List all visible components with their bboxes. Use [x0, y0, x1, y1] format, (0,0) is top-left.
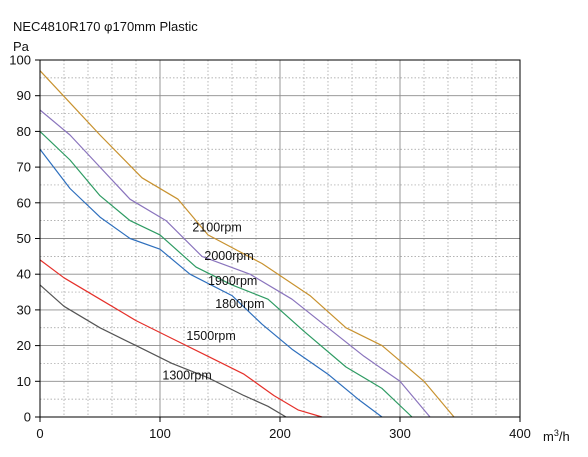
y-axis-label: Pa — [13, 39, 30, 54]
x-tick-label: 100 — [149, 426, 171, 441]
x-tick-label: 400 — [509, 426, 531, 441]
x-axis-label: m3/h — [543, 428, 570, 444]
grid — [39, 59, 521, 418]
y-tick-label: 70 — [17, 160, 31, 175]
series-label: 1900rpm — [208, 274, 257, 288]
series-layer — [39, 70, 455, 418]
y-tick-label: 90 — [17, 88, 31, 103]
x-tick-label: 300 — [389, 426, 411, 441]
y-tick-label: 60 — [17, 195, 31, 210]
y-tick-label: 10 — [17, 374, 31, 389]
y-tick-label: 100 — [9, 53, 31, 68]
series-label: 2000rpm — [204, 249, 253, 263]
chart-title: NEC4810R170 φ170mm Plastic — [13, 19, 198, 34]
series-line-2100rpm — [39, 70, 455, 418]
y-tick-label: 40 — [17, 267, 31, 282]
series-line-1900rpm — [39, 130, 413, 418]
series-label: 2100rpm — [192, 220, 241, 234]
series-labels: 2100rpm 2000rpm 1900rpm 1800rpm 1500rpm 1300r… — [162, 220, 264, 382]
plot-frame — [35, 59, 521, 422]
series-label: 1500rpm — [186, 329, 235, 343]
y-tick-label: 80 — [17, 124, 31, 139]
series-line-1300rpm — [39, 284, 287, 418]
series-line-1800rpm — [39, 148, 383, 418]
y-tick-label: 30 — [17, 302, 31, 317]
y-tick-label: 0 — [24, 410, 31, 425]
tick-labels: 0 100 200 300 400 0 10 20 30 40 50 60 70 80 90 100 — [9, 53, 531, 442]
series-line-2000rpm — [39, 109, 431, 418]
y-tick-label: 50 — [17, 231, 31, 246]
series-label: 1800rpm — [215, 297, 264, 311]
x-tick-label: 0 — [36, 426, 43, 441]
x-tick-label: 200 — [269, 426, 291, 441]
series-line-1500rpm — [39, 259, 323, 418]
y-tick-label: 20 — [17, 338, 31, 353]
series-label: 1300rpm — [162, 369, 211, 383]
